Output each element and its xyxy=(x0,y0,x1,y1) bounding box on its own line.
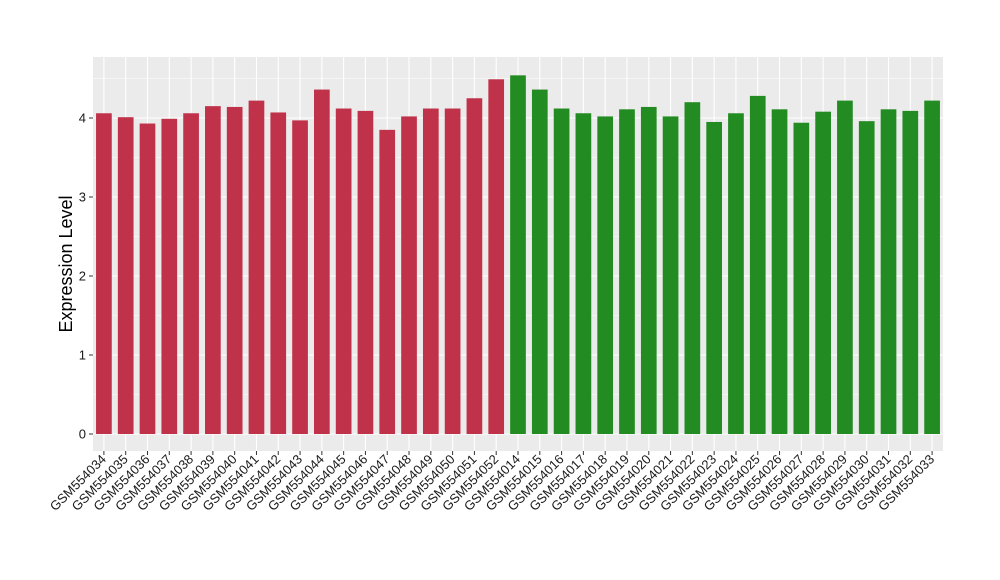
bar xyxy=(684,102,701,434)
bar xyxy=(161,118,178,434)
y-tick-label: 1 xyxy=(79,348,86,363)
bar xyxy=(270,112,287,434)
bar xyxy=(183,113,199,434)
bars xyxy=(96,75,940,435)
bar xyxy=(902,110,919,434)
bar xyxy=(488,79,505,434)
bar xyxy=(619,109,635,434)
bar xyxy=(575,113,592,434)
bar xyxy=(117,117,134,435)
bar xyxy=(640,106,657,434)
bar xyxy=(728,113,744,434)
bar xyxy=(444,108,461,435)
bar xyxy=(379,129,396,434)
bar xyxy=(793,122,810,435)
y-tick-label: 3 xyxy=(79,190,86,205)
bar xyxy=(335,108,352,435)
bar xyxy=(706,121,722,434)
bar xyxy=(924,100,940,435)
bar xyxy=(510,75,526,434)
bar xyxy=(597,116,614,435)
bar xyxy=(248,100,265,435)
y-axis-title: Expression Level xyxy=(56,195,76,332)
bar xyxy=(858,121,875,434)
bar xyxy=(880,109,897,434)
bar xyxy=(139,123,156,434)
y-tick-label: 4 xyxy=(79,111,86,126)
bar xyxy=(837,100,853,435)
y-tick-label: 0 xyxy=(79,427,86,442)
bar xyxy=(466,98,483,434)
bar xyxy=(422,108,439,435)
bar xyxy=(771,109,788,434)
bar xyxy=(226,106,243,434)
bar xyxy=(401,116,417,435)
bar xyxy=(662,116,679,435)
bar xyxy=(357,110,374,434)
bar xyxy=(815,111,831,435)
bar xyxy=(531,89,548,434)
bar xyxy=(96,113,112,434)
bar xyxy=(553,108,570,435)
y-axis: 0 1 2 3 4 xyxy=(79,111,93,442)
bar xyxy=(292,120,308,435)
bar xyxy=(314,89,330,434)
bar xyxy=(205,106,221,435)
x-axis: GSM554034GSM554035GSM554036GSM554037GSM5… xyxy=(47,451,937,514)
bar xyxy=(749,95,766,434)
y-tick-label: 2 xyxy=(79,269,86,284)
